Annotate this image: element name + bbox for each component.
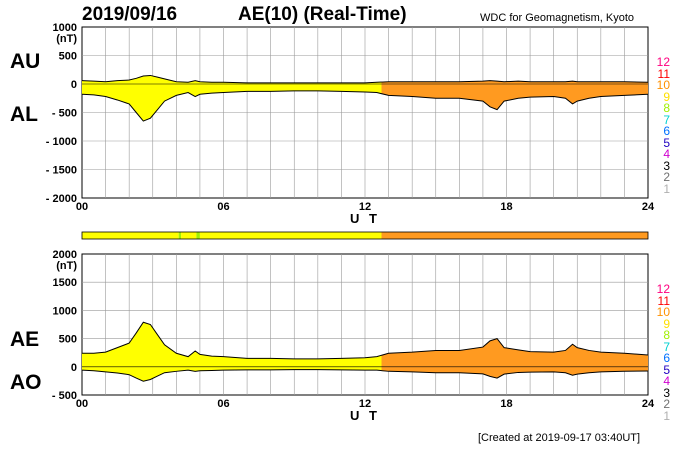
station-bar [81, 231, 649, 240]
y-tick-label: 500 [59, 334, 77, 346]
y-tick-label: 1500 [53, 277, 77, 289]
station-bar-segment [196, 232, 200, 239]
ae-label: AE [10, 328, 40, 351]
au-label: AU [10, 50, 41, 73]
level-legend-item: 4 [663, 374, 670, 388]
x-tick-label: 24 [642, 201, 655, 213]
y-tick-label: - 1500 [46, 165, 77, 177]
series-line-au [81, 74, 649, 84]
level-legend-item: 8 [663, 101, 670, 115]
x-tick-label: 12 [359, 398, 371, 410]
chart-title: AE(10) (Real-Time) [238, 4, 407, 25]
level-legend-item: 12 [656, 55, 670, 69]
station-bar-segment [199, 232, 382, 239]
level-legend-item: 3 [663, 158, 670, 173]
area-segment-yellow [82, 322, 382, 382]
panel-2: 2000 1500 1000 500 0 - 500 (nT) 00 06 12 18 24 U T [52, 249, 655, 423]
level-legend-item: 3 [663, 385, 670, 400]
level-legend-item: 2 [663, 170, 670, 184]
level-legend-item: 4 [663, 147, 670, 161]
ao-label: AO [10, 371, 42, 394]
y-unit-label: (nT) [56, 260, 77, 272]
level-legend-item: 12 [656, 282, 670, 296]
y-tick-label: 1000 [53, 22, 77, 34]
level-legend-item: 6 [663, 124, 670, 138]
x-axis-label: U T [350, 211, 380, 226]
al-label: AL [10, 103, 38, 126]
x-axis-label: U T [350, 408, 380, 423]
x-tick-label: 06 [217, 201, 229, 213]
level-legend-item: 10 [656, 305, 670, 319]
level-legend-item: 10 [656, 78, 670, 92]
y-tick-label: 1000 [53, 305, 77, 317]
institution-label: WDC for Geomagnetism, Kyoto [480, 12, 635, 24]
x-tick-label: 00 [76, 398, 88, 410]
series-line-ae [82, 321, 649, 360]
level-legend-item: 5 [663, 135, 670, 150]
level-legend-item: 11 [657, 293, 670, 308]
x-tick-label: 24 [642, 398, 655, 410]
y-tick-label: - 2000 [46, 193, 77, 205]
level-legend-item: 5 [663, 362, 670, 377]
x-tick-label: 18 [500, 398, 512, 410]
level-legend-item: 7 [663, 339, 670, 354]
y-tick-label: 2000 [53, 249, 77, 261]
x-tick-label: 00 [76, 201, 88, 213]
level-legend-item: 8 [663, 328, 670, 342]
level-legend-item: 7 [663, 112, 670, 127]
level-legend-item: 9 [663, 316, 670, 331]
y-tick-label: - 500 [52, 108, 77, 120]
x-tick-label: 06 [217, 398, 229, 410]
x-tick-label: 12 [359, 201, 371, 213]
y-tick-label: 0 [71, 362, 77, 374]
area-segment-orange [381, 80, 648, 110]
date-label: 2019/09/16 [82, 4, 178, 25]
level-legend-item: 9 [663, 89, 670, 104]
y-unit-label: (nT) [56, 33, 77, 45]
created-timestamp: [Created at 2019-09-17 03:40UT] [478, 432, 641, 444]
level-legend-item: 6 [663, 351, 670, 365]
x-tick-label: 18 [500, 201, 512, 213]
level-legend-item: 11 [657, 66, 670, 81]
y-tick-label: - 1000 [46, 136, 77, 148]
level-legend-item: 1 [663, 181, 670, 196]
level-legend-item: 1 [663, 408, 670, 423]
y-tick-label: - 500 [52, 390, 77, 402]
level-legend-item: 2 [663, 397, 670, 411]
y-tick-label: 500 [59, 51, 77, 63]
area-segment-orange [381, 338, 648, 379]
station-bar-segment [181, 232, 197, 239]
panel-1: 1000 500 0 - 500 - 1000 - 1500 - 2000 (nT) 00 06 1… [46, 22, 655, 226]
station-bar-frame [81, 231, 649, 240]
series-line-al [81, 90, 649, 122]
station-bar-segment [178, 232, 182, 239]
series-line-ao [81, 369, 649, 382]
station-bar-segment [82, 232, 179, 239]
station-bar-segment [381, 232, 648, 239]
y-tick-label: 0 [71, 79, 77, 91]
